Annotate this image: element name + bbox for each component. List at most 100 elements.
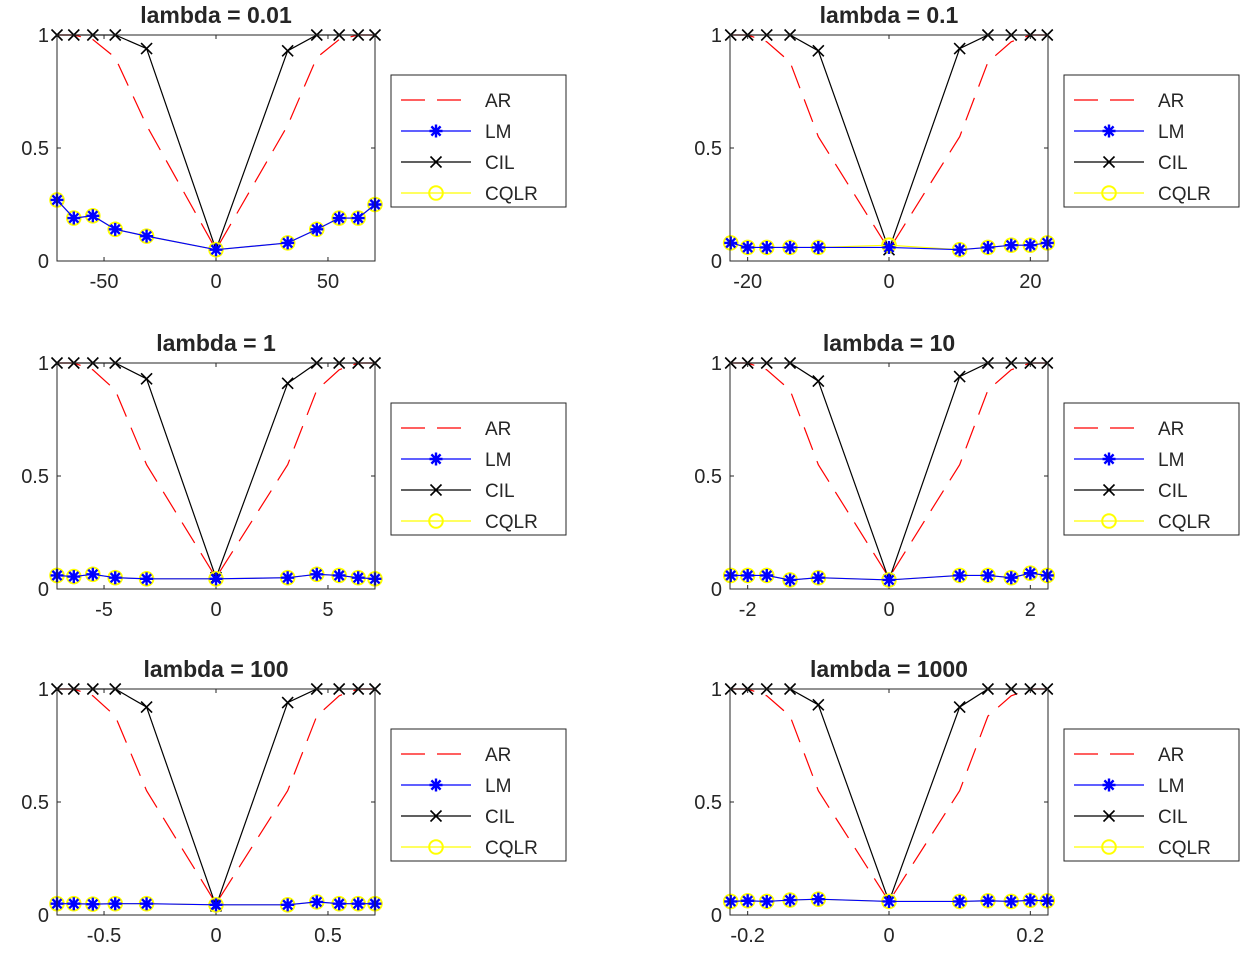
- data-point-cil: [140, 372, 153, 385]
- data-point-lm: [981, 894, 995, 908]
- data-point-cil: [281, 377, 294, 390]
- data-point-lm: [209, 572, 223, 586]
- data-point-cil: [281, 696, 294, 709]
- data-point-lm: [310, 895, 324, 909]
- plot-area: [57, 689, 375, 915]
- y-tick-label: 0: [711, 579, 722, 601]
- data-point-lm: [140, 572, 154, 586]
- data-point-cqlr: [85, 566, 101, 583]
- x-tick-label: -5: [95, 599, 113, 621]
- legend-label: LM: [485, 122, 511, 143]
- y-tick-label: 0.5: [694, 138, 722, 160]
- data-point-lm: [760, 568, 774, 582]
- legend-marker-lm: [1102, 778, 1116, 792]
- data-point-cqlr: [308, 221, 325, 238]
- legend-box: [390, 728, 567, 862]
- data-point-cqlr: [208, 241, 224, 258]
- data-point-lm: [882, 240, 896, 254]
- data-point-lm: [108, 897, 122, 911]
- y-tick-label: 0.5: [694, 792, 722, 814]
- legend-label: CQLR: [1158, 184, 1211, 205]
- legend: AR LM CIL CQLR: [1063, 402, 1240, 536]
- legend-marker-lm: [1102, 452, 1116, 466]
- legend-label: AR: [485, 745, 511, 766]
- data-point-lm: [760, 894, 774, 908]
- data-point-cil: [281, 44, 294, 57]
- data-point-lm: [1040, 568, 1054, 582]
- legend-marker-cil: [1102, 155, 1116, 169]
- data-point-cil: [140, 42, 153, 55]
- legend-marker-cqlr: [1101, 839, 1117, 855]
- data-point-lm: [741, 894, 755, 908]
- legend-label: AR: [1158, 419, 1184, 440]
- data-point-lm: [310, 222, 324, 236]
- legend-label: CIL: [485, 807, 515, 828]
- legend-label: CIL: [1158, 481, 1188, 502]
- chart-panel: -5 0 5 0 0.5 1 lambda = 1 AR LM CIL CQLR: [21, 330, 567, 621]
- legend-marker-lm: [429, 124, 443, 138]
- data-point-cil: [812, 44, 825, 57]
- axes-box: [729, 688, 1049, 916]
- legend-box: [1063, 74, 1240, 208]
- plot-area: [57, 363, 375, 589]
- legend-marker-cil: [429, 809, 443, 823]
- x-tick-label: 0: [883, 925, 894, 947]
- data-point-lm: [108, 222, 122, 236]
- axes-box: [729, 362, 1049, 590]
- data-point-lm: [281, 236, 295, 250]
- data-point-cil: [812, 375, 825, 388]
- legend-box: [390, 402, 567, 536]
- legend-marker-cqlr: [428, 513, 444, 529]
- y-tick-label: 0.5: [694, 466, 722, 488]
- y-tick-label: 0: [711, 251, 722, 273]
- x-tick-label: 0: [883, 271, 894, 293]
- legend-label: CQLR: [485, 838, 538, 859]
- data-point-lm: [67, 897, 81, 911]
- legend-label: AR: [485, 91, 511, 112]
- y-tick-label: 0.5: [21, 466, 49, 488]
- data-point-lm: [351, 571, 365, 585]
- y-tick-label: 0: [38, 251, 49, 273]
- data-point-lm: [953, 894, 967, 908]
- data-point-lm: [981, 240, 995, 254]
- data-point-lm: [811, 571, 825, 585]
- chart-panel: -20 0 20 0 0.5 1 lambda = 0.1 AR LM CIL CQLR: [694, 2, 1240, 293]
- data-point-lm: [1004, 238, 1018, 252]
- data-point-lm: [741, 240, 755, 254]
- legend-box: [1063, 402, 1240, 536]
- data-point-cqlr: [107, 221, 124, 238]
- data-point-lm: [981, 568, 995, 582]
- data-point-lm: [724, 236, 738, 250]
- legend-box: [390, 74, 567, 208]
- data-point-lm: [140, 897, 154, 911]
- legend-box: [1063, 728, 1240, 862]
- legend-label: CIL: [1158, 153, 1188, 174]
- data-point-lm: [351, 211, 365, 225]
- data-point-lm: [783, 240, 797, 254]
- plot-area: [730, 363, 1048, 589]
- x-tick-label: 0.5: [314, 925, 342, 947]
- data-point-lm: [1023, 566, 1037, 580]
- legend-label: CIL: [485, 481, 515, 502]
- x-tick-label: 0: [210, 599, 221, 621]
- y-tick-label: 1: [711, 679, 722, 701]
- data-point-cqlr: [279, 235, 296, 251]
- legend-marker-cqlr: [1101, 513, 1117, 529]
- axes-box: [56, 688, 376, 916]
- chart-panel: -50 0 50 0 0.5 1 lambda = 0.01 AR LM CIL CQLR: [21, 2, 567, 293]
- data-point-cil: [953, 701, 966, 714]
- legend-label: AR: [1158, 91, 1184, 112]
- x-tick-label: -20: [733, 271, 762, 293]
- plot-area: [730, 35, 1048, 261]
- legend-marker-cil: [1102, 809, 1116, 823]
- data-point-lm: [783, 573, 797, 587]
- legend: AR LM CIL CQLR: [390, 728, 567, 862]
- legend: AR LM CIL CQLR: [390, 74, 567, 208]
- data-point-cqlr: [138, 228, 155, 244]
- legend-label: CIL: [1158, 807, 1188, 828]
- legend-label: CIL: [485, 153, 515, 174]
- data-point-lm: [724, 568, 738, 582]
- y-tick-label: 1: [38, 25, 49, 47]
- legend-marker-lm: [429, 778, 443, 792]
